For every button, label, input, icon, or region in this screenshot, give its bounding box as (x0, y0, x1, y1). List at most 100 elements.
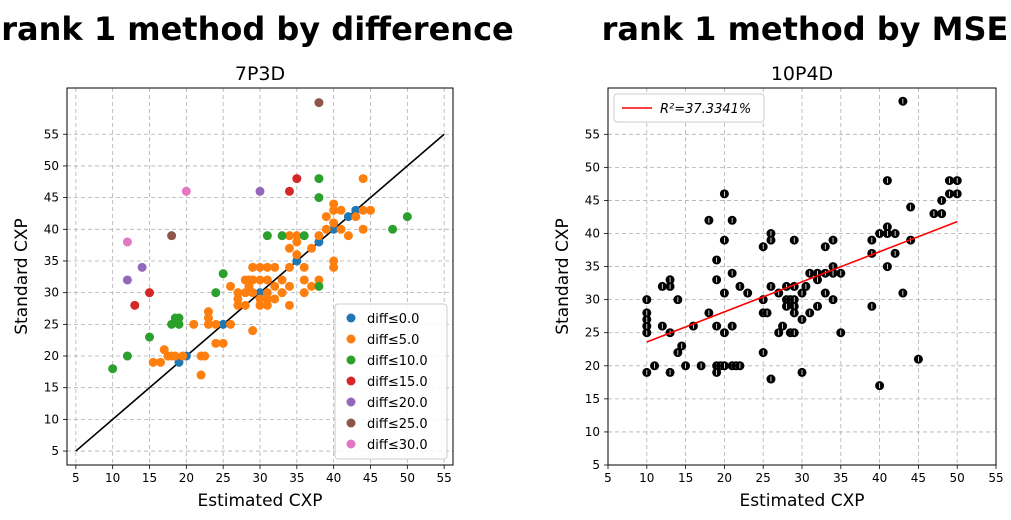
chart1-series2-point-1 (122, 351, 132, 361)
chart1-series2-point-11 (299, 231, 309, 241)
chart1-series1-point-39 (262, 300, 272, 310)
chart1-series1-point-29 (248, 275, 258, 285)
chart1-series1-point-0 (148, 357, 158, 367)
chart2-ytick-label-15: 15 (585, 392, 600, 406)
chart1-series3-point-0 (130, 300, 140, 310)
chart1-series2-point-2 (145, 332, 155, 342)
chart1-series1-point-17 (226, 281, 236, 291)
chart1-xtick-label-15: 15 (142, 471, 157, 485)
chart1-xtick-label-40: 40 (326, 471, 341, 485)
chart1-ytick-label-20: 20 (44, 349, 59, 363)
chart1-title: 7P3D (235, 63, 285, 85)
chart1-series1-point-21 (233, 288, 243, 298)
chart1-series2-point-13 (314, 193, 324, 203)
chart1-legend-label-3: diff≤15.0 (367, 375, 428, 390)
chart2-ytick-label-55: 55 (585, 127, 600, 141)
chart1-series1-point-70 (351, 212, 361, 222)
chart1-series1-point-41 (270, 294, 280, 304)
chart1-ytick-label-25: 25 (44, 317, 59, 331)
chart1-series1-point-54 (299, 288, 309, 298)
chart1-series2-point-7 (211, 288, 221, 298)
chart1-legend-label-0: diff≤0.0 (367, 312, 419, 327)
chart1-series2-point-16 (402, 212, 412, 222)
chart1-series1-point-18 (226, 319, 236, 329)
chart1-series1-point-65 (329, 205, 339, 215)
chart2-title: 10P4D (771, 63, 833, 85)
chart1-series1-point-46 (284, 300, 294, 310)
chart1-series3-point-3 (292, 174, 302, 184)
chart2-axes-frame (607, 87, 997, 466)
chart2-legend-label: R²=37.3341% (660, 102, 751, 117)
chart1-series5-point-0 (167, 231, 177, 241)
chart1-series0-point-5 (329, 224, 339, 234)
chart1-series2-point-15 (388, 224, 398, 234)
chart2-fit-line (646, 220, 958, 343)
chart1-series2-point-0 (108, 364, 118, 374)
chart1-series1-point-24 (240, 300, 250, 310)
chart1-series1-point-53 (299, 275, 309, 285)
chart1-series1-point-15 (211, 319, 221, 329)
chart2-legend-box (613, 93, 765, 123)
chart1-series1-point-48 (284, 243, 294, 253)
chart1-series1-point-59 (314, 231, 324, 241)
chart1-series1-point-37 (262, 288, 272, 298)
chart1-series3-point-2 (284, 186, 294, 196)
chart1-series2-point-10 (277, 231, 287, 241)
chart1-series1-point-47 (284, 262, 294, 272)
chart1-series1-point-19 (233, 300, 243, 310)
chart1-series1-point-34 (255, 300, 265, 310)
chart1-series1-point-20 (233, 294, 243, 304)
chart1-series0-point-4 (292, 256, 302, 266)
chart2-ytick-label-10: 10 (585, 425, 600, 439)
chart2-ytick-label-25: 25 (585, 326, 600, 340)
chart2-xtick-label-40: 40 (872, 471, 887, 485)
chart1-series1-point-7 (189, 319, 199, 329)
chart1-legend-label-2: diff≤10.0 (367, 354, 428, 369)
chart1-series1-point-68 (336, 205, 346, 215)
chart1-series2-point-5 (174, 319, 184, 329)
chart1-series1-point-38 (262, 294, 272, 304)
chart1-series1-point-50 (292, 250, 302, 260)
chart2-ytick-label-50: 50 (585, 160, 600, 174)
chart1-xtick-label-10: 10 (105, 471, 120, 485)
chart2-xlabel: Estimated CXP (739, 491, 864, 511)
chart1-series1-point-64 (329, 262, 339, 272)
chart1-series5-point-1 (314, 98, 324, 108)
chart1-series0-point-2 (218, 319, 228, 329)
chart1-xtick-label-45: 45 (363, 471, 378, 485)
chart1-series1-point-14 (211, 338, 221, 348)
chart1-series1-point-28 (248, 288, 258, 298)
chart1-series1-point-40 (270, 281, 280, 291)
chart1-series1-point-8 (196, 370, 206, 380)
chart1-series1-point-71 (358, 224, 368, 234)
chart1-ytick-label-15: 15 (44, 381, 59, 395)
chart1-ytick-label-30: 30 (44, 286, 59, 300)
chart1-xtick-label-5: 5 (72, 471, 80, 485)
chart2-ytick-label-5: 5 (592, 458, 600, 472)
chart1-series1-point-57 (307, 243, 317, 253)
chart1-series1-point-11 (203, 319, 213, 329)
chart1-legend-marker-6 (346, 439, 356, 449)
chart2-xtick-label-10: 10 (639, 471, 654, 485)
chart1-legend-label-1: diff≤5.0 (367, 333, 419, 348)
chart1-legend-label-4: diff≤20.0 (367, 396, 428, 411)
chart1-ytick-label-40: 40 (44, 222, 59, 236)
chart2-xtick-label-5: 5 (604, 471, 612, 485)
chart2-ytick-label-40: 40 (585, 227, 600, 241)
chart1-legend-label-6: diff≤30.0 (367, 438, 428, 453)
chart1-series1-point-52 (292, 231, 302, 241)
chart2-xtick-label-25: 25 (756, 471, 771, 485)
chart1-series0-point-3 (255, 288, 265, 298)
chart1-xtick-label-25: 25 (216, 471, 231, 485)
chart1-series1-point-36 (262, 275, 272, 285)
chart2-xtick-label-55: 55 (988, 471, 1003, 485)
chart1-series1-point-66 (329, 218, 339, 228)
chart2-xtick-label-20: 20 (717, 471, 732, 485)
chart1-series1-point-63 (329, 256, 339, 266)
chart1-ytick-label-50: 50 (44, 159, 59, 173)
chart2-xtick-label-50: 50 (950, 471, 965, 485)
chart1-series2-point-14 (314, 174, 324, 184)
chart1-ylabel: Standard CXP (12, 218, 32, 335)
chart1-series1-point-60 (321, 224, 331, 234)
